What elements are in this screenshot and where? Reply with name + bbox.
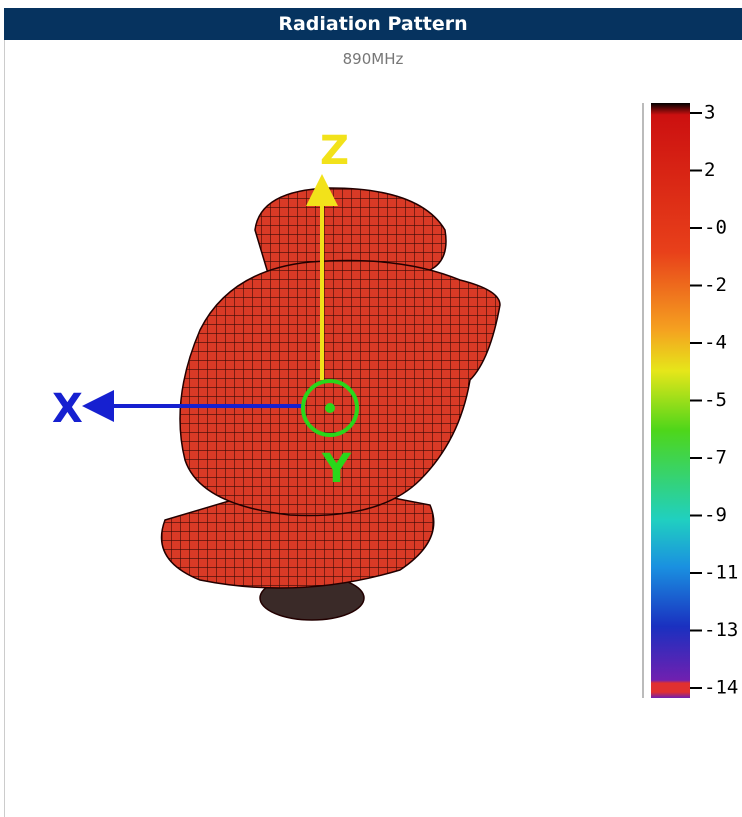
colorbar [651,103,690,698]
y-axis-dot [325,403,335,413]
colorbar-label: -0 [704,217,727,239]
radiation-body [160,187,501,621]
z-label: Z [320,128,349,174]
header-title: Radiation Pattern [4,8,742,40]
colorbar-label: -9 [704,504,727,526]
y-label: Y [321,446,352,492]
colorbar-label: -14 [704,677,738,699]
colorbar-label: -13 [704,619,738,641]
colorbar-label: -2 [704,274,727,296]
colorbar-label: -7 [704,447,727,469]
subtitle: 890MHz [342,50,404,68]
colorbar-label: -11 [704,562,738,584]
colorbar-label: 2 [704,159,715,181]
colorbar-label: -4 [704,332,727,354]
x-label: X [52,386,83,432]
colorbar-label: 3 [704,102,715,124]
colorbar-label: -5 [704,389,727,411]
y-axis-circle [301,379,359,437]
left-border [4,40,5,817]
colorbar-frame [642,103,644,698]
